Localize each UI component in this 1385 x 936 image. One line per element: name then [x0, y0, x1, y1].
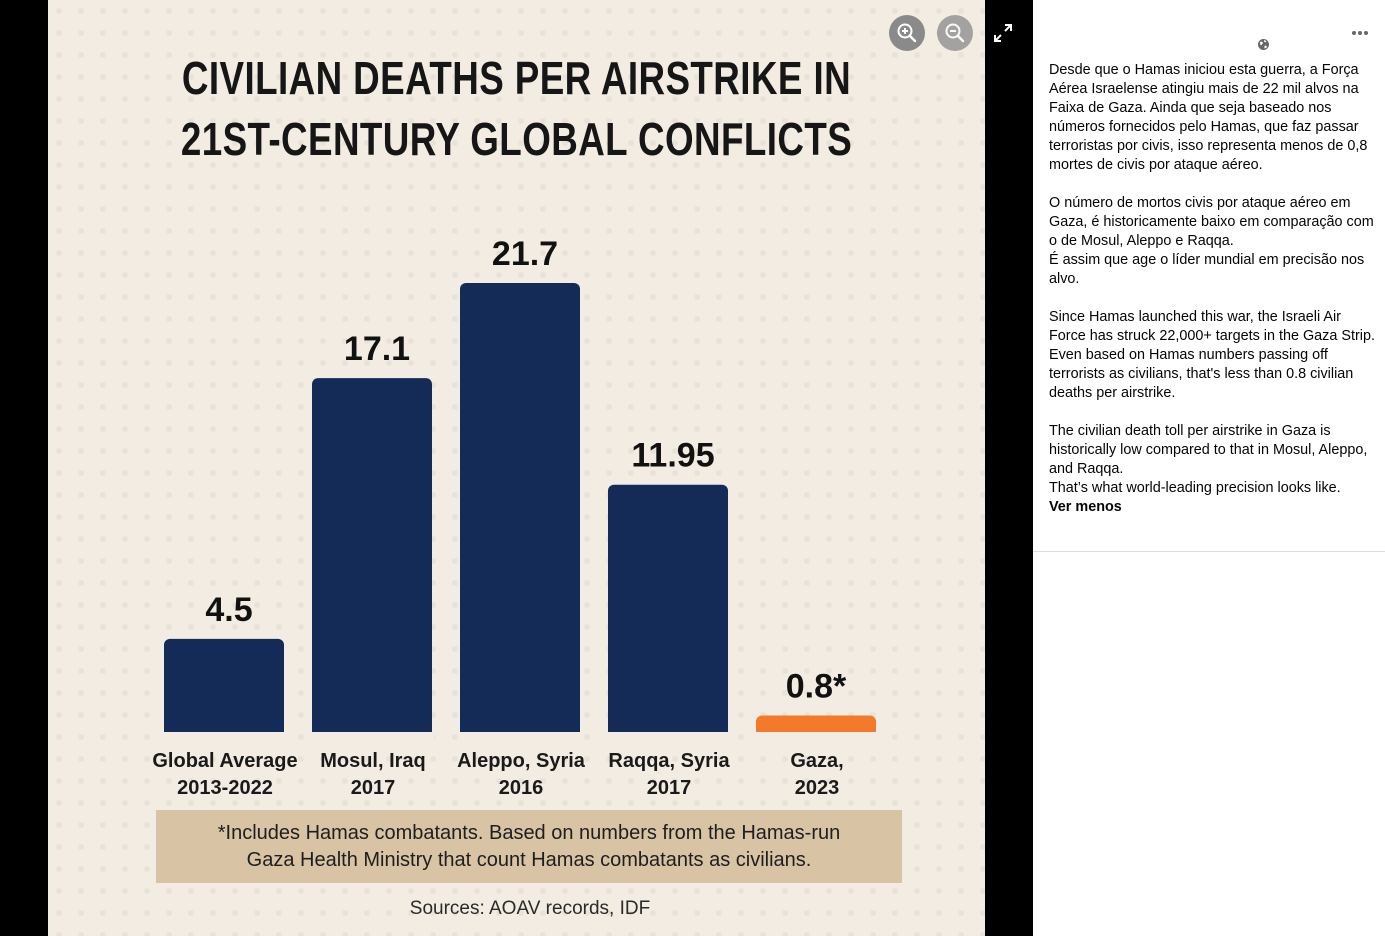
- post-paragraph-3: Since Hamas launched this war, the Israe…: [1049, 309, 1375, 401]
- post-text: Desde que o Hamas iniciou esta guerra, a…: [1049, 61, 1381, 517]
- see-less-link[interactable]: Ver menos: [1049, 499, 1122, 515]
- image-viewer: CIVILIAN DEATHS PER AIRSTRIKE IN 21ST-CE…: [48, 0, 1014, 936]
- chart-title: CIVILIAN DEATHS PER AIRSTRIKE IN 21ST-CE…: [142, 48, 892, 170]
- bar-base-mask-2: [458, 732, 582, 740]
- chart-title-line-2: 21ST-CENTURY GLOBAL CONFLICTS: [180, 113, 853, 165]
- zoom-in-button[interactable]: [889, 15, 925, 51]
- fullscreen-button[interactable]: [992, 22, 1014, 44]
- category-label-3-1: 2017: [647, 777, 692, 799]
- expand-icon: [994, 24, 1012, 42]
- value-label-2: 21.7: [492, 235, 558, 273]
- chart-image: CIVILIAN DEATHS PER AIRSTRIKE IN 21ST-CE…: [48, 0, 985, 936]
- value-label-4: 0.8*: [786, 667, 847, 705]
- bar-base-mask-0: [162, 732, 286, 740]
- bar-base-mask-3: [606, 732, 730, 740]
- bar-base-mask-4: [754, 732, 878, 740]
- value-label-3: 11.95: [631, 437, 714, 475]
- bar-chart: 4.5 Global Average 2013-2022 17.1 Mosul, Ira…: [152, 235, 878, 799]
- post-paragraph-1: Desde que o Hamas iniciou esta guerra, a…: [1049, 62, 1368, 173]
- footnote-line-2: Gaza Health Ministry that count Hamas co…: [246, 849, 812, 871]
- zoom-out-button[interactable]: [937, 15, 973, 51]
- more-options-icon: [1352, 31, 1368, 35]
- category-label-1-1: 2017: [351, 777, 396, 799]
- category-label-0-0: Global Average: [152, 750, 297, 772]
- globe-icon: [1258, 39, 1269, 50]
- post-panel: Desde que o Hamas iniciou esta guerra, a…: [1033, 0, 1385, 936]
- category-label-2-0: Aleppo, Syria: [457, 750, 586, 772]
- chart-title-line-1: CIVILIAN DEATHS PER AIRSTRIKE IN: [181, 52, 852, 104]
- category-label-4-0: Gaza,: [790, 750, 843, 772]
- bar-0: [164, 638, 284, 738]
- zoom-in-icon: [897, 23, 917, 43]
- post-paragraph-4-text: The civilian death toll per airstrike in…: [1049, 423, 1368, 496]
- bar-3: [608, 484, 728, 738]
- footnote-line-1: *Includes Hamas combatants. Based on num…: [217, 822, 841, 844]
- bar-2: [460, 283, 580, 738]
- sources-text: Sources: AOAV records, IDF: [409, 898, 651, 919]
- value-label-0: 4.5: [205, 591, 252, 629]
- category-label-1-0: Mosul, Iraq: [320, 750, 426, 772]
- category-label-4-1: 2023: [795, 777, 840, 799]
- more-options-button[interactable]: [1349, 22, 1371, 44]
- post-paragraph-2: O número de mortos civis por ataque aére…: [1049, 195, 1374, 287]
- footnote-box: *Includes Hamas combatants. Based on num…: [156, 810, 902, 883]
- privacy-button[interactable]: [1257, 38, 1270, 51]
- bar-base-mask-1: [310, 732, 434, 740]
- category-label-0-1: 2013-2022: [177, 777, 273, 799]
- category-label-3-0: Raqqa, Syria: [608, 750, 730, 772]
- post-paragraph-4: The civilian death toll per airstrike in…: [1049, 422, 1381, 517]
- value-label-1: 17.1: [344, 330, 410, 368]
- zoom-out-icon: [945, 23, 965, 43]
- post-header-section: Desde que o Hamas iniciou esta guerra, a…: [1033, 0, 1385, 552]
- bar-1: [312, 378, 432, 738]
- category-label-2-1: 2016: [499, 777, 544, 799]
